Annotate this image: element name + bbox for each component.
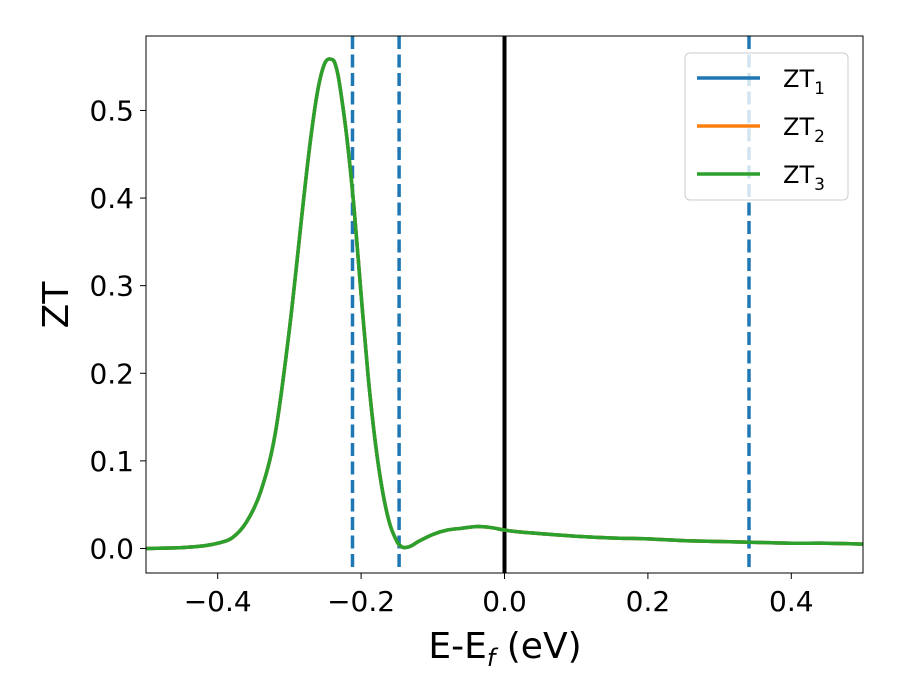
y-tick-label: 0.2 (89, 357, 134, 390)
y-tick-label: 0.0 (89, 532, 134, 565)
series-line-zt3 (145, 57, 864, 551)
x-tick-label: 0.4 (769, 585, 814, 618)
y-axis-ticks: 0.0 0.1 0.2 0.3 0.4 0.5 (89, 94, 146, 565)
vertical-lines (350, 36, 751, 573)
legend: ZT1 ZT2 ZT3 (684, 52, 849, 201)
x-tick-label: −0.4 (184, 585, 252, 618)
x-tick-label: 0.2 (626, 585, 671, 618)
y-axis-label: ZT (36, 281, 77, 329)
x-axis-ticks: −0.4 −0.2 0.0 0.2 0.4 (184, 573, 814, 618)
series-lines (145, 57, 864, 551)
legend-label: ZT2 (783, 113, 825, 147)
y-tick-label: 0.1 (89, 445, 134, 478)
legend-label: ZT3 (783, 161, 825, 195)
y-tick-label: 0.5 (89, 94, 134, 127)
legend-label: ZT1 (783, 65, 825, 99)
y-tick-label: 0.3 (89, 270, 134, 303)
legend-box (684, 52, 849, 201)
x-axis-label: E-Ef (eV) (428, 626, 581, 672)
x-tick-label: 0.0 (482, 585, 527, 618)
y-tick-label: 0.4 (89, 182, 134, 215)
x-tick-label: −0.2 (327, 585, 395, 618)
